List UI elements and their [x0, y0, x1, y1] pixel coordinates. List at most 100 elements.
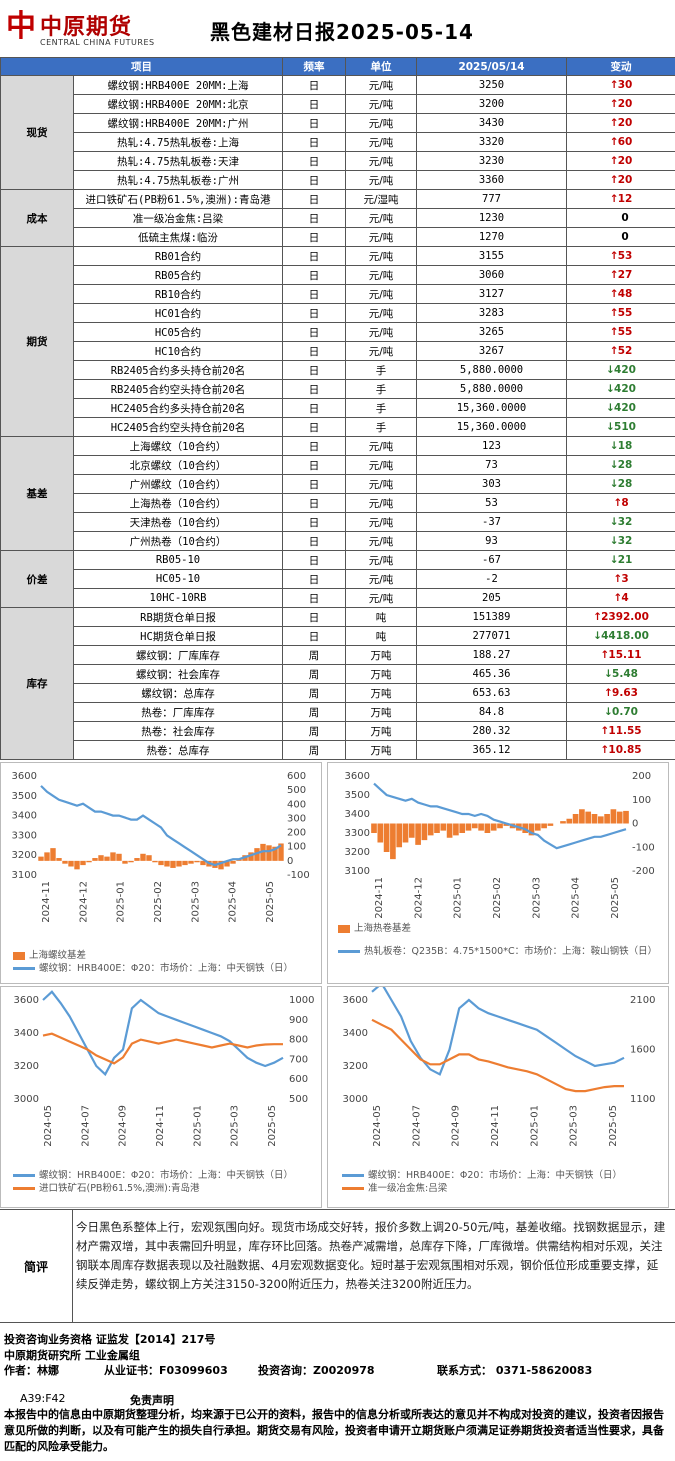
freq-cell: 日	[282, 588, 346, 608]
freq-cell: 周	[282, 702, 346, 722]
table-row: 热轧:4.75热轧板卷:天津日元/吨 3230 ↑20	[1, 151, 675, 171]
y-left-tick-label: 3100	[345, 866, 370, 877]
item-cell: HC2405合约多头持仓前20名	[73, 398, 283, 418]
bar-mark	[421, 823, 428, 841]
change-value: 27	[617, 269, 633, 281]
arrow-down-icon: ↓	[604, 668, 613, 680]
table-row: HC2405合约空头持仓前20名日手 15,360.0000 ↓510	[1, 417, 675, 437]
value-cell: 465.36	[416, 664, 567, 684]
unit-cell: 吨	[345, 626, 417, 646]
certificate-text: 从业证书：F03099603	[104, 1364, 228, 1377]
y-left-tick-label: 3300	[345, 828, 370, 839]
logo-en-text: CENTRAL CHINA FUTURES	[40, 38, 155, 47]
y-left-tick-label: 3000	[14, 1094, 39, 1105]
y-right-tick-label: 700	[289, 1054, 308, 1065]
unit-cell: 万吨	[345, 702, 417, 722]
bar-mark	[56, 858, 62, 861]
freq-cell: 周	[282, 664, 346, 684]
x-tick-label: 2024-12	[413, 877, 424, 919]
y-right-tick-label: 500	[287, 785, 306, 796]
change-value: 2392.00	[601, 611, 649, 623]
unit-cell: 吨	[345, 607, 417, 627]
change-value: 10.85	[608, 744, 642, 756]
series-line	[40, 785, 282, 867]
page-title: 黑色建材日报2025-05-14	[210, 20, 474, 44]
freq-cell: 周	[282, 683, 346, 703]
change-cell: ↑30	[566, 75, 675, 95]
unit-cell: 元/吨	[345, 322, 417, 342]
bar-mark	[579, 809, 585, 824]
bar-mark	[616, 811, 623, 824]
unit-cell: 万吨	[345, 645, 417, 665]
change-value: 52	[617, 345, 633, 357]
change-value: 0	[621, 231, 629, 243]
bar-mark	[176, 860, 182, 867]
value-cell: 277071	[416, 626, 567, 646]
bar-mark	[390, 823, 396, 860]
change-value: 420	[614, 402, 636, 414]
y-left-tick-label: 3200	[343, 1061, 368, 1072]
author-text: 作者：林娜	[4, 1364, 59, 1377]
change-cell: ↓5.48	[566, 664, 675, 684]
y-right-tick-label: 400	[287, 799, 306, 810]
change-cell: ↑2392.00	[566, 607, 675, 627]
unit-cell: 元/吨	[345, 569, 417, 589]
x-tick-label: 2024-09	[451, 1105, 462, 1147]
table-row: 螺纹钢:HRB400E 20MM:北京日元/吨 3200 ↑20	[1, 94, 675, 114]
arrow-up-icon: ↑	[609, 98, 619, 110]
bar-mark	[604, 814, 610, 824]
table-row: RB2405合约多头持仓前20名日手 5,880.0000 ↓420	[1, 360, 675, 380]
item-cell: RB期货仓单日报	[73, 607, 283, 627]
x-tick-label: 2024-05	[43, 1105, 54, 1147]
item-cell: RB01合约	[73, 246, 283, 266]
y-left-tick-label: 3200	[14, 1061, 39, 1072]
change-cell: ↓420	[566, 398, 675, 418]
bar-mark	[572, 814, 579, 824]
table-row: 螺纹钢：总库存周万吨 653.63 ↑9.63	[1, 683, 675, 703]
change-cell: ↑11.55	[566, 721, 675, 741]
unit-cell: 元/吨	[345, 550, 417, 570]
value-cell: 303	[416, 474, 567, 494]
change-value: 60	[617, 136, 633, 148]
value-cell: 93	[416, 531, 567, 551]
header-freq: 频率	[282, 57, 346, 76]
table-row: HC2405合约多头持仓前20名日手 15,360.0000 ↓420	[1, 398, 675, 418]
logo-cn-text: 中原期货	[40, 14, 133, 40]
series-line	[373, 782, 627, 850]
table-row: 广州螺纹（10合约）日元/吨 303 ↓28	[1, 474, 675, 494]
y-left-tick-label: 3000	[343, 1094, 368, 1105]
freq-cell: 日	[282, 379, 346, 399]
change-value: 48	[617, 288, 633, 300]
x-tick-label: 2025-01	[453, 877, 464, 919]
freq-cell: 周	[282, 721, 346, 741]
unit-cell: 万吨	[345, 740, 417, 760]
change-value: 20	[617, 155, 633, 167]
table-row: 热卷：总库存周万吨 365.12 ↑10.85	[1, 740, 675, 760]
arrow-up-icon: ↑	[609, 117, 619, 129]
change-value: 3	[621, 573, 629, 585]
change-cell: ↑55	[566, 303, 675, 323]
value-cell: 205	[416, 588, 567, 608]
chart-rebar-ore-svg: 3000 3200 3400 3600 500 600 700 800 900 1000 2024-…	[14, 990, 314, 1147]
change-cell: ↑53	[566, 246, 675, 266]
value-cell: 188.27	[416, 645, 567, 665]
item-cell: HC10合约	[73, 341, 283, 361]
value-cell: 15,360.0000	[416, 417, 567, 437]
bar-mark	[534, 823, 541, 831]
table-row: 上海热卷（10合约）日元/吨 53 ↑8	[1, 493, 675, 513]
table-row: 热卷：厂库库存周万吨 84.8 ↓0.70	[1, 702, 675, 722]
change-cell: ↑20	[566, 170, 675, 190]
x-tick-label: 2024-07	[411, 1105, 422, 1147]
freq-cell: 日	[282, 455, 346, 475]
change-cell: ↑20	[566, 94, 675, 114]
series-line	[371, 1018, 624, 1093]
arrow-up-icon: ↑	[609, 155, 619, 167]
value-cell: 84.8	[416, 702, 567, 722]
table-row: 基差 上海螺纹（10合约）日元/吨 123 ↓18	[0, 436, 675, 551]
freq-cell: 日	[282, 151, 346, 171]
arrow-up-icon: ↑	[609, 79, 619, 91]
item-cell: 广州螺纹（10合约）	[73, 474, 283, 494]
y-right-tick-label: 600	[287, 771, 306, 782]
disclaimer-title: 免责声明	[130, 1394, 174, 1407]
